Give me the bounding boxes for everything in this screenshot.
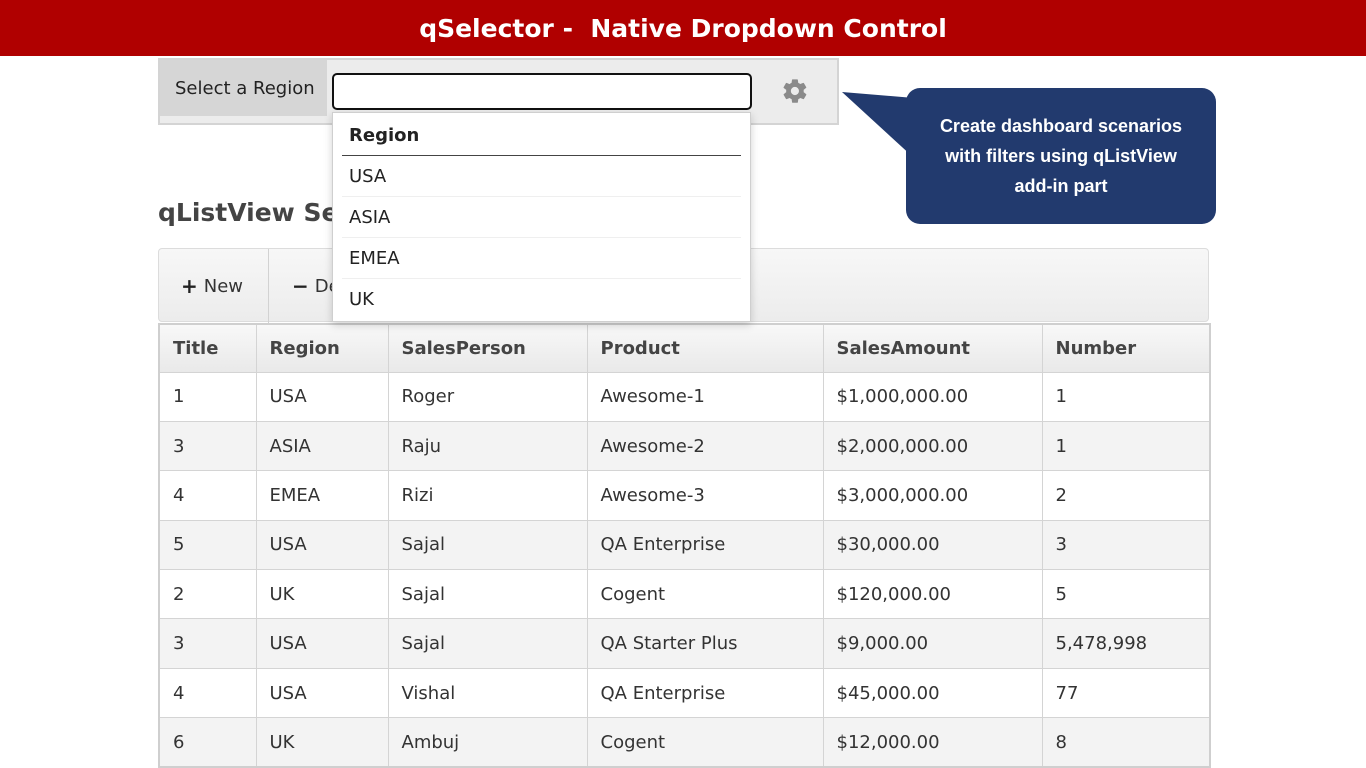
table-row[interactable]: 4 USA Vishal QA Enterprise $45,000.00 77 — [158, 667, 1211, 719]
cell-number: 8 — [1041, 717, 1211, 768]
cell-salesamount: $9,000.00 — [822, 618, 1043, 669]
dropdown-header: Region — [342, 113, 741, 156]
cell-region: USA — [255, 667, 389, 719]
cell-salesperson: Raju — [387, 420, 588, 472]
table-row[interactable]: 1 USA Roger Awesome-1 $1,000,000.00 1 — [158, 371, 1211, 422]
minus-icon: − — [292, 274, 309, 298]
cell-salesamount: $2,000,000.00 — [822, 420, 1043, 472]
gear-icon[interactable] — [778, 74, 812, 108]
cell-title: 4 — [158, 470, 257, 521]
cell-salesamount: $45,000.00 — [822, 667, 1043, 719]
cell-product: Awesome-2 — [586, 420, 824, 472]
table-row[interactable]: 3 ASIA Raju Awesome-2 $2,000,000.00 1 — [158, 420, 1211, 472]
cell-product: Awesome-3 — [586, 470, 824, 521]
cell-title: 5 — [158, 519, 257, 571]
cell-number: 5,478,998 — [1041, 618, 1211, 669]
toolbar-divider — [268, 249, 269, 323]
callout-note: Create dashboard scenarios with filters … — [906, 88, 1216, 224]
callout-text: Create dashboard scenarios with filters … — [939, 116, 1183, 196]
cell-salesperson: Vishal — [387, 667, 588, 719]
table-row[interactable]: 4 EMEA Rizi Awesome-3 $3,000,000.00 2 — [158, 470, 1211, 521]
table-row[interactable]: 6 UK Ambuj Cogent $12,000.00 8 — [158, 717, 1211, 768]
cell-salesamount: $1,000,000.00 — [822, 371, 1043, 422]
cell-salesamount: $12,000.00 — [822, 717, 1043, 768]
callout-pointer — [842, 92, 914, 158]
dropdown-option-emea[interactable]: EMEA — [342, 238, 741, 279]
cell-title: 3 — [158, 420, 257, 472]
cell-number: 3 — [1041, 519, 1211, 571]
table-row[interactable]: 5 USA Sajal QA Enterprise $30,000.00 3 — [158, 519, 1211, 571]
region-selector: Select a Region — [158, 58, 839, 125]
cell-number: 5 — [1041, 569, 1211, 620]
column-header-salesamount[interactable]: SalesAmount — [822, 323, 1043, 373]
cell-salesamount: $30,000.00 — [822, 519, 1043, 571]
column-header-number[interactable]: Number — [1041, 323, 1211, 373]
cell-number: 2 — [1041, 470, 1211, 521]
cell-product: QA Starter Plus — [586, 618, 824, 669]
cell-number: 1 — [1041, 371, 1211, 422]
cell-region: UK — [255, 569, 389, 620]
cell-title: 4 — [158, 667, 257, 719]
cell-region: USA — [255, 371, 389, 422]
sales-list-table: Title Region SalesPerson Product SalesAm… — [158, 323, 1211, 768]
new-button-label: New — [203, 275, 244, 297]
cell-region: USA — [255, 618, 389, 669]
cell-salesamount: $3,000,000.00 — [822, 470, 1043, 521]
cell-product: QA Enterprise — [586, 519, 824, 571]
column-header-region[interactable]: Region — [255, 323, 389, 373]
cell-product: Awesome-1 — [586, 371, 824, 422]
region-dropdown-list: Region USA ASIA EMEA UK — [332, 112, 751, 322]
cell-title: 6 — [158, 717, 257, 768]
cell-region: USA — [255, 519, 389, 571]
cell-region: EMEA — [255, 470, 389, 521]
cell-salesperson: Sajal — [387, 519, 588, 571]
dropdown-option-uk[interactable]: UK — [349, 289, 374, 310]
table-header-row: Title Region SalesPerson Product SalesAm… — [158, 323, 1211, 373]
cell-salesperson: Sajal — [387, 618, 588, 669]
app-title-banner: qSelector - Native Dropdown Control — [0, 0, 1366, 56]
dropdown-option-usa[interactable]: USA — [342, 156, 741, 197]
cell-title: 3 — [158, 618, 257, 669]
table-row[interactable]: 3 USA Sajal QA Starter Plus $9,000.00 5,… — [158, 618, 1211, 669]
dropdown-option-asia[interactable]: ASIA — [342, 197, 741, 238]
cell-salesperson: Ambuj — [387, 717, 588, 768]
cell-product: Cogent — [586, 569, 824, 620]
cell-product: Cogent — [586, 717, 824, 768]
region-input[interactable] — [332, 73, 752, 110]
cell-salesperson: Rizi — [387, 470, 588, 521]
column-header-salesperson[interactable]: SalesPerson — [387, 323, 588, 373]
cell-salesperson: Sajal — [387, 569, 588, 620]
cell-number: 1 — [1041, 420, 1211, 472]
cell-salesperson: Roger — [387, 371, 588, 422]
column-header-product[interactable]: Product — [586, 323, 824, 373]
cell-title: 2 — [158, 569, 257, 620]
cell-product: QA Enterprise — [586, 667, 824, 719]
cell-number: 77 — [1041, 667, 1211, 719]
section-title: qListView Sele — [158, 198, 364, 227]
region-selector-label: Select a Region — [160, 60, 327, 116]
cell-title: 1 — [158, 371, 257, 422]
column-header-title[interactable]: Title — [158, 323, 257, 373]
new-button[interactable]: + New — [181, 249, 243, 323]
cell-salesamount: $120,000.00 — [822, 569, 1043, 620]
cell-region: UK — [255, 717, 389, 768]
plus-icon: + — [181, 274, 198, 298]
table-row[interactable]: 2 UK Sajal Cogent $120,000.00 5 — [158, 569, 1211, 620]
cell-region: ASIA — [255, 420, 389, 472]
